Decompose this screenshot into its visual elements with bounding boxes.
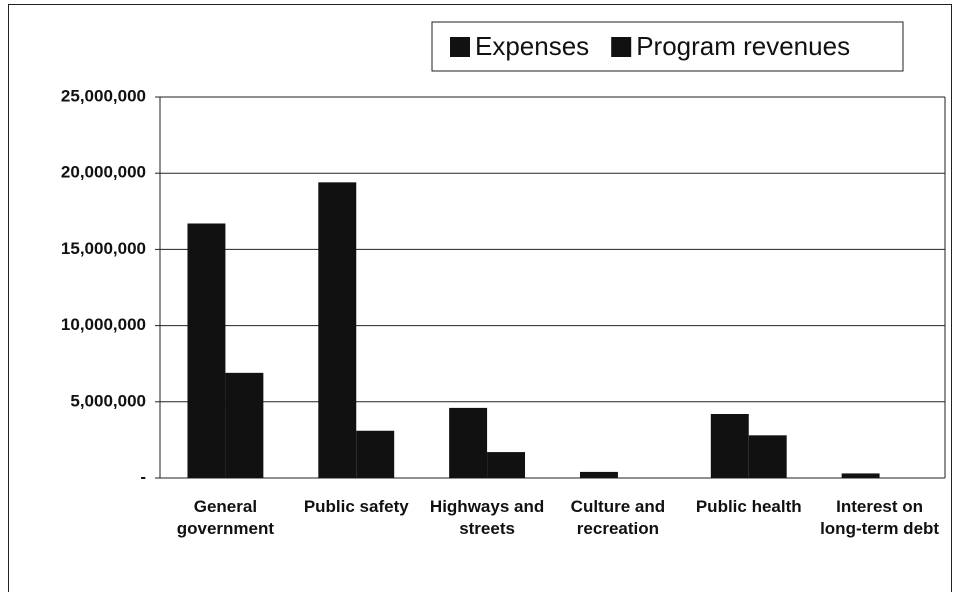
x-tick-label: General government [176, 497, 275, 538]
y-tick-label: - [140, 467, 146, 486]
bar [449, 407, 488, 478]
legend-swatch [611, 37, 632, 57]
chart-frame [8, 4, 952, 592]
x-tick-label: Culture and recreation [570, 497, 666, 538]
bar [579, 471, 618, 478]
bar [748, 435, 787, 478]
bar [710, 413, 749, 478]
bar [225, 372, 264, 478]
x-tick-label: Public health [695, 497, 802, 516]
y-tick-label: 25,000,000 [61, 86, 146, 105]
y-tick-label: 20,000,000 [61, 163, 146, 182]
x-tick-label: Interest on long-term debt [820, 497, 940, 538]
y-tick-label: 15,000,000 [61, 239, 146, 258]
bar [487, 452, 526, 478]
bar [187, 223, 226, 478]
legend-box [431, 21, 904, 72]
legend-label: Program revenues [636, 31, 850, 61]
x-tick-label: Public safety [303, 497, 409, 516]
legend-label: Expenses [475, 31, 589, 61]
bar [318, 182, 357, 478]
bar [841, 473, 880, 478]
bar [356, 430, 395, 478]
y-tick-label: 5,000,000 [70, 391, 146, 410]
x-tick-label: Highways and streets [429, 497, 545, 538]
legend-swatch [450, 37, 470, 57]
y-tick-label: 10,000,000 [61, 315, 146, 334]
